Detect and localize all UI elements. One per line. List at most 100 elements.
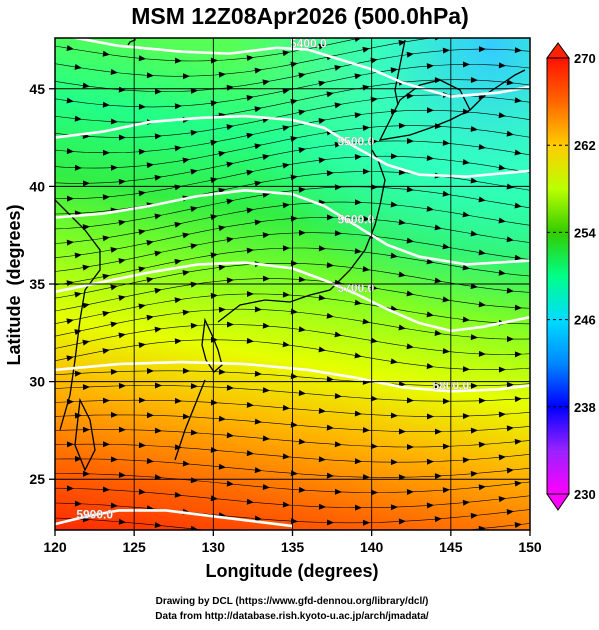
streamline-arrow [434,330,442,336]
streamline-arrow [146,367,154,374]
streamline-arrow [514,438,522,445]
streamline-arrow [426,107,434,114]
colorbar-tick-label: 238 [574,400,596,415]
streamline-arrow [154,287,162,294]
streamline-arrow [478,441,486,448]
streamline-arrow [218,71,226,78]
streamline [55,140,530,184]
streamline-arrow [462,61,470,68]
streamline-arrow [334,488,342,495]
streamline-arrow [82,302,90,309]
streamline [55,125,530,169]
streamline-arrow [190,525,198,530]
streamline-arrow [218,306,226,313]
streamline [55,48,530,92]
streamline-arrow [66,280,74,287]
streamline-arrow [246,55,254,62]
streamline-arrow [218,225,226,232]
streamline-arrow [254,515,262,522]
streamline-arrow [318,43,326,50]
streamline-arrow [406,443,414,450]
streamline-arrow [210,100,218,107]
streamline-arrow [118,518,126,525]
streamline-arrow [154,522,162,529]
streamline-arrow [210,292,218,299]
streamline-arrow [426,363,434,370]
streamline-arrow [282,453,290,460]
streamline-arrow [118,134,126,141]
streamline-arrow [74,291,82,298]
streamline [55,443,530,463]
streamline-arrow [118,471,126,478]
streamline [55,293,530,325]
streamline-arrow [406,397,414,404]
streamline-arrow [318,294,326,301]
streamline-arrow [182,413,190,420]
streamline-arrow [138,266,146,273]
streamline-arrow [478,484,486,491]
streamline-arrow [514,149,522,156]
streamline-arrow [262,483,270,490]
coastlines [55,38,526,472]
streamline-arrow [154,88,162,95]
streamline-arrow [182,367,190,374]
streamline-arrow [174,57,182,64]
streamline-arrow [210,214,218,221]
streamline-arrow [66,318,74,325]
streamline-arrow [226,236,234,243]
streamline-arrow [102,101,110,108]
streamline-arrow [218,264,226,271]
streamline-arrow [478,350,486,357]
streamline [55,109,530,154]
streamline-arrow [298,186,306,193]
streamline-arrow [67,531,74,537]
streamline-arrow [138,148,146,155]
streamline-arrow [462,457,470,464]
streamline [55,487,530,508]
streamline [55,502,530,524]
streamline-arrow [442,296,450,303]
streamline-arrow [398,428,406,435]
streamline-arrow [138,488,146,495]
streamline-arrow [154,174,162,181]
streamline-arrow [326,376,334,383]
streamline [55,385,530,402]
streamline-arrow [254,418,262,425]
streamline-arrow [506,425,514,432]
streamline-arrow [462,264,470,271]
streamline-arrow [298,147,306,154]
streamline-arrow [334,102,342,109]
coastline-hokkaido [378,79,471,141]
streamline-arrow [319,550,326,556]
colorbar: 230 238 246 254 262 270 [546,42,596,511]
streamline-arrow [442,243,450,250]
streamline-arrow [298,276,306,283]
streamline [55,217,530,259]
streamline-arrow [174,297,182,304]
streamline-arrow [118,258,126,265]
streamline-arrow [398,122,406,129]
streamline [55,324,530,355]
streamline-arrow [398,169,406,176]
streamline-arrow [498,366,506,373]
x-tick-label: 150 [518,539,542,555]
streamline-arrow [74,370,82,377]
streamline-arrow [434,473,442,480]
streamline-arrow [210,57,218,64]
streamline-arrow [334,64,342,71]
streamline-arrow [335,535,342,541]
streamline-arrow [102,273,110,280]
streamline-arrow [334,441,342,448]
streamline-arrow [74,252,82,259]
streamline-arrow [82,264,90,271]
streamline-arrow [318,407,326,414]
streamline-arrow [154,133,162,140]
streamline-arrow [246,290,254,297]
streamline-arrow [282,88,290,95]
streamline-arrow [138,103,146,110]
streamline-arrow [154,382,162,389]
streamline-arrow [190,477,198,484]
streamline-arrow [390,153,398,160]
streamline-arrow [66,148,74,155]
streamline-arrow [354,352,362,359]
